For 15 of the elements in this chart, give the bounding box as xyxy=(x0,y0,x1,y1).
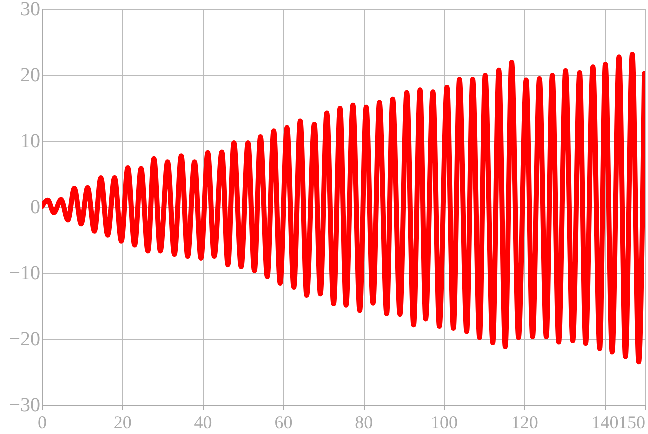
y-tick-label: −10 xyxy=(9,262,40,284)
x-tick-label: 150 xyxy=(618,412,646,432)
x-tick-label: 100 xyxy=(431,412,458,432)
y-tick-label: −20 xyxy=(9,328,40,350)
x-tick-label: 20 xyxy=(114,412,132,432)
y-tick-label: 10 xyxy=(20,130,40,152)
x-tick-label: 120 xyxy=(511,412,538,432)
x-tick-label: 140 xyxy=(592,412,619,432)
x-tick-label: 60 xyxy=(274,412,293,432)
y-tick-label: 20 xyxy=(20,64,40,86)
x-tick-label: 80 xyxy=(355,412,374,432)
y-tick-label: 30 xyxy=(20,0,40,20)
x-tick-label: 40 xyxy=(194,412,212,432)
y-tick-label: −30 xyxy=(9,394,40,416)
y-tick-label: 0 xyxy=(30,196,40,218)
